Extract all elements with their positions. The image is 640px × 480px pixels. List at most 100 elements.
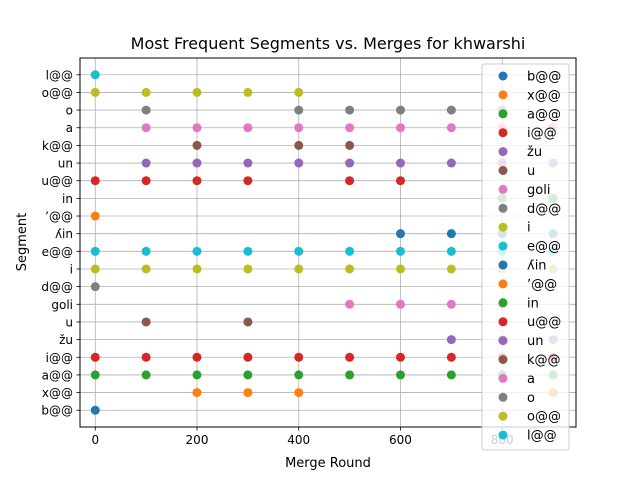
y-tick-label: in	[62, 192, 73, 206]
legend-marker	[498, 203, 508, 213]
data-point	[345, 176, 355, 186]
data-point	[192, 140, 202, 150]
data-point	[243, 87, 253, 97]
legend-label: in	[527, 296, 539, 311]
legend-label: žu	[527, 145, 542, 160]
y-tick-label: un	[58, 157, 73, 171]
legend-marker	[498, 430, 508, 440]
data-point	[141, 123, 151, 133]
data-point	[294, 388, 304, 398]
data-point	[243, 246, 253, 256]
data-point	[243, 352, 253, 362]
data-point	[90, 282, 100, 292]
legend-label: b@@	[527, 70, 561, 85]
data-point	[141, 264, 151, 274]
data-point	[294, 264, 304, 274]
legend-marker	[498, 71, 508, 81]
axis-ticks: 0200400600800b@@x@@a@@i@@žuugolid@@ie@@ʎ…	[41, 68, 513, 447]
data-point	[243, 123, 253, 133]
y-tick-label: i	[70, 262, 73, 276]
legend-label: i	[527, 221, 531, 236]
x-axis-label: Merge Round	[285, 456, 371, 471]
data-point	[192, 388, 202, 398]
legend-label: d@@	[527, 202, 561, 217]
data-point	[446, 158, 456, 168]
data-point	[446, 335, 456, 345]
data-point	[192, 87, 202, 97]
legend-marker	[498, 355, 508, 364]
legend-marker	[498, 298, 508, 308]
x-tick-label: 0	[91, 433, 99, 447]
data-point	[90, 246, 100, 256]
legend-marker	[498, 241, 508, 251]
data-point	[446, 123, 456, 133]
data-point	[446, 229, 456, 239]
data-point	[90, 211, 100, 221]
legend-label: a@@	[527, 107, 561, 122]
y-tick-label: o@@	[42, 86, 73, 100]
data-point	[192, 158, 202, 168]
legend-marker	[498, 317, 508, 327]
data-point	[243, 264, 253, 274]
data-point	[446, 105, 456, 115]
y-tick-label: x@@	[42, 386, 73, 400]
data-point	[192, 246, 202, 256]
data-point	[243, 388, 253, 398]
y-tick-label: b@@	[41, 404, 73, 418]
y-tick-label: u	[65, 315, 73, 329]
data-point	[446, 352, 456, 362]
y-tick-label: l@@	[46, 68, 73, 82]
y-tick-label: ʎin	[55, 227, 73, 241]
plot-frame	[79, 57, 577, 428]
y-tick-label: goli	[51, 298, 73, 312]
data-point	[345, 299, 355, 309]
y-tick-label: a@@	[42, 368, 73, 382]
legend-marker	[498, 184, 508, 194]
legend-marker	[498, 336, 508, 346]
data-point	[395, 229, 405, 239]
data-point	[294, 370, 304, 380]
x-tick-label: 600	[389, 433, 412, 447]
data-point	[192, 264, 202, 274]
legend-marker	[498, 260, 508, 270]
y-tick-label: i@@	[46, 351, 73, 365]
legend-label: e@@	[527, 240, 561, 255]
y-axis-label: Segment	[15, 213, 30, 272]
chart-title: Most Frequent Segments vs. Merges for kh…	[131, 34, 526, 53]
data-point	[141, 158, 151, 168]
data-point	[90, 87, 100, 97]
y-tick-label: u@@	[41, 174, 73, 188]
legend-label: a	[527, 372, 535, 387]
data-point	[243, 158, 253, 168]
data-point	[294, 246, 304, 256]
data-point	[90, 264, 100, 274]
data-point	[345, 264, 355, 274]
data-point	[294, 158, 304, 168]
legend-label: u@@	[527, 315, 561, 330]
data-point	[192, 123, 202, 133]
data-point	[395, 370, 405, 380]
x-tick-label: 200	[186, 433, 209, 447]
data-point	[141, 87, 151, 97]
data-point	[192, 352, 202, 362]
legend-marker	[498, 392, 508, 402]
data-point	[141, 352, 151, 362]
data-point	[446, 299, 456, 309]
y-tick-label: d@@	[41, 280, 73, 294]
legend-marker	[498, 147, 508, 157]
data-point	[446, 246, 456, 256]
data-point	[345, 123, 355, 133]
data-point	[446, 264, 456, 274]
data-point	[141, 317, 151, 327]
data-point	[395, 264, 405, 274]
y-tick-label: e@@	[42, 245, 73, 259]
data-point	[90, 352, 100, 362]
data-point	[345, 105, 355, 115]
data-point	[345, 140, 355, 150]
legend-label: un	[527, 334, 543, 349]
legend-marker	[498, 411, 508, 421]
legend-marker	[498, 166, 508, 175]
data-point	[294, 140, 304, 150]
y-tick-label: žu	[59, 333, 73, 347]
legend-label: x@@	[527, 88, 561, 103]
